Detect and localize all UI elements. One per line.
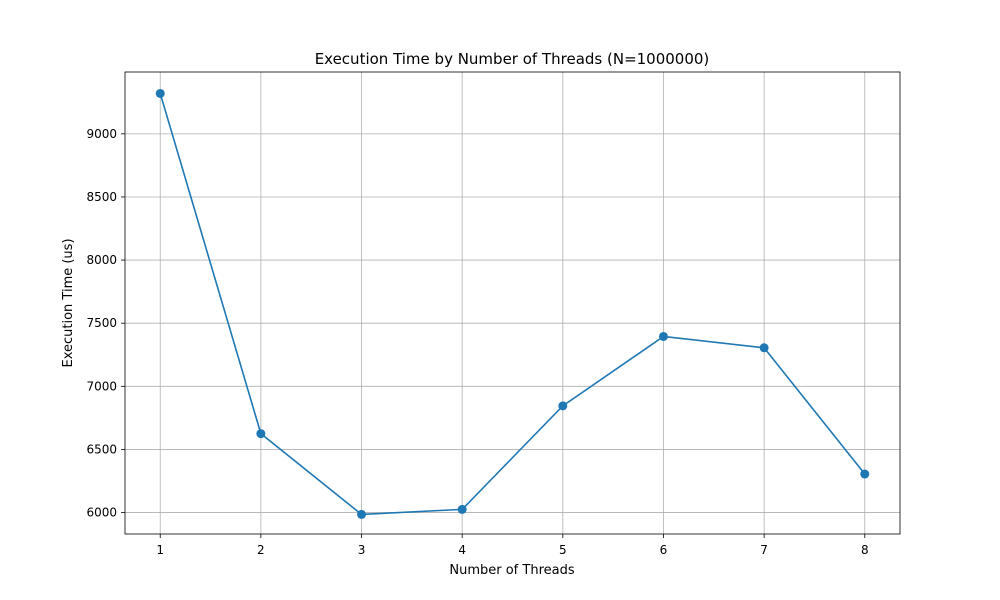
- y-tick-label: 9000: [86, 127, 117, 141]
- x-tick-label: 1: [156, 543, 164, 557]
- data-point: [558, 401, 568, 411]
- x-tick-label: 8: [861, 543, 869, 557]
- y-tick-label: 8500: [86, 190, 117, 204]
- plot-frame: [124, 71, 901, 535]
- axes: [124, 71, 901, 535]
- y-tick-label: 6000: [86, 506, 117, 520]
- y-axis-ticks: 6000 6500 7000 7500 8000 8500 9000: [86, 127, 125, 520]
- y-tick-label: 6500: [86, 442, 117, 456]
- x-tick-label: 3: [358, 543, 366, 557]
- data-point: [860, 469, 870, 479]
- x-tick-label: 2: [257, 543, 265, 557]
- data-point: [658, 331, 668, 341]
- series-group: [155, 88, 870, 519]
- y-tick-label: 8000: [86, 253, 117, 267]
- y-tick-label: 7500: [86, 316, 117, 330]
- data-point: [357, 509, 367, 519]
- data-point: [759, 343, 769, 353]
- data-point: [155, 88, 165, 98]
- chart-title: Execution Time by Number of Threads (N=1…: [315, 50, 710, 68]
- x-tick-label: 6: [660, 543, 668, 557]
- grid-lines: [125, 72, 900, 534]
- data-point: [457, 504, 467, 514]
- x-tick-label: 4: [458, 543, 466, 557]
- x-tick-label: 5: [559, 543, 567, 557]
- x-tick-label: 7: [760, 543, 768, 557]
- x-axis-ticks: 1 2 3 4 5 6 7 8: [156, 534, 869, 557]
- data-point: [256, 429, 266, 439]
- y-tick-label: 7000: [86, 379, 117, 393]
- series-line: [159, 93, 866, 516]
- y-axis-label: Execution Time (us): [61, 238, 76, 367]
- x-axis-label: Number of Threads: [449, 563, 574, 578]
